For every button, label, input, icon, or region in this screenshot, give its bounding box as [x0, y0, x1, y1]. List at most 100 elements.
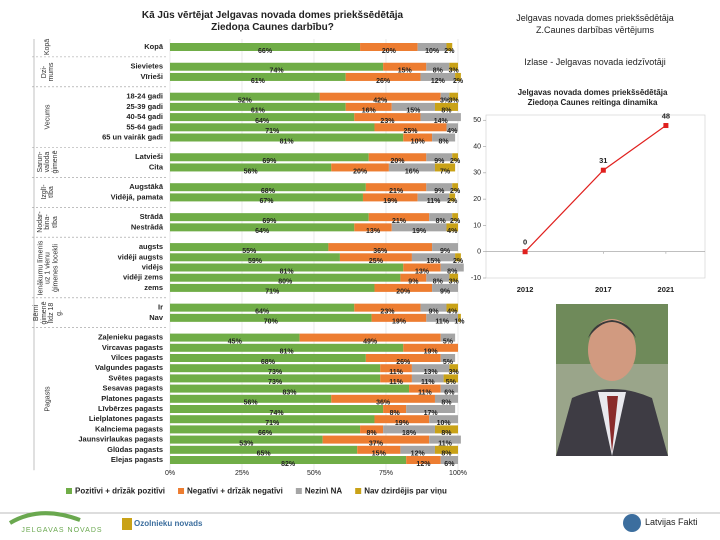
y-tick-label: 50	[473, 117, 481, 124]
bar-segment	[170, 163, 332, 172]
y-tick-label: 20	[473, 196, 481, 203]
data-label: 10%	[411, 138, 426, 145]
bar-segment	[434, 394, 458, 403]
bar-segment	[458, 313, 461, 322]
category-label: Augstākā	[129, 182, 164, 191]
category-label: Kalnciema pagasts	[95, 424, 163, 433]
bar-segment	[400, 445, 435, 454]
bar-segment	[400, 273, 427, 282]
data-label: 9%	[434, 188, 445, 195]
legend-swatch	[355, 488, 362, 494]
bar-segment	[170, 343, 404, 352]
bar-segment	[322, 435, 430, 444]
data-label: 20%	[396, 289, 411, 296]
y-tick-label: 0	[477, 249, 481, 256]
data-label: 6%	[444, 461, 455, 468]
data-label: 19%	[395, 420, 410, 427]
data-label: 26%	[376, 78, 391, 85]
bar-segment	[420, 72, 456, 81]
data-label: 8%	[441, 430, 452, 437]
bar-segment	[365, 354, 441, 362]
category-label: Elejas pagasts	[111, 455, 163, 464]
data-label: 82%	[281, 461, 296, 468]
bar-segment	[417, 43, 447, 51]
category-label: 55-64 gadi	[126, 122, 163, 131]
y-tick-label: -10	[471, 275, 481, 282]
bar-segment	[170, 62, 384, 71]
bar-segment	[449, 92, 458, 101]
bar-segment	[449, 62, 458, 71]
data-label: 8%	[436, 218, 447, 225]
bar-segment	[374, 123, 447, 132]
data-label: 23%	[380, 308, 395, 315]
data-label: 80%	[278, 279, 293, 286]
data-label: 59%	[248, 258, 263, 265]
point	[600, 167, 606, 173]
data-label: 1%	[454, 319, 465, 326]
bar-segment	[432, 283, 458, 292]
bar-segment	[339, 253, 412, 262]
bar-segment	[434, 445, 458, 454]
legend-swatch	[178, 488, 185, 494]
logo-text: JELGAVAS NOVADS	[21, 527, 103, 534]
bar-segment	[426, 273, 450, 282]
bar-segment	[446, 123, 458, 132]
data-label: 11%	[427, 198, 441, 205]
group-label: Izglī-tība	[40, 184, 55, 200]
group-label: Ienākumu līmenis uz 1 vienu ģimenes loce…	[36, 240, 59, 295]
category-label: Līvbērzes pagasts	[98, 404, 163, 413]
bar-segment	[391, 223, 447, 232]
header-title: Jelgavas novada domes priekšsēdētāja Z.C…	[516, 13, 674, 35]
data-label: 83%	[283, 389, 298, 396]
category-label: Vircavas pagasts	[102, 343, 163, 352]
point	[663, 123, 669, 129]
data-label: 61%	[251, 108, 266, 115]
bar-segment	[411, 374, 444, 383]
bar-segment	[432, 133, 456, 142]
data-label: 9%	[434, 158, 445, 165]
data-label: 74%	[270, 68, 285, 75]
bar-segment	[403, 133, 433, 142]
data-label: 71%	[265, 420, 280, 427]
data-label: 11%	[389, 369, 403, 376]
chart-title: Kā Jūs vērtējat Jelgavas novada domes pr…	[141, 10, 404, 33]
data-label: 71%	[265, 289, 280, 296]
bar-segment	[432, 243, 458, 252]
data-label: 4%	[447, 228, 458, 235]
data-label: 2%	[444, 48, 455, 55]
data-label: 52%	[238, 98, 253, 105]
group-label: Vecums	[44, 104, 52, 130]
data-label: 2%	[450, 218, 461, 225]
category-label: Strādā	[140, 212, 164, 221]
data-label: 70%	[264, 319, 279, 326]
bar-segment	[170, 364, 381, 373]
group-label: Kopā	[44, 38, 52, 56]
bar-segment	[170, 213, 369, 222]
data-label: 8%	[433, 279, 444, 286]
data-label: 6%	[444, 389, 455, 396]
bar-segment	[403, 263, 441, 272]
bar-segment	[429, 415, 458, 424]
data-label: 11%	[438, 440, 452, 447]
category-label: vidēji zems	[123, 273, 163, 282]
bar-segment	[170, 92, 320, 101]
data-label: 23%	[380, 118, 395, 125]
bar-segment	[411, 364, 450, 373]
data-label: 67%	[259, 198, 274, 205]
bar-segment	[170, 435, 323, 444]
bar-segment	[368, 153, 427, 162]
data-label: 25%	[403, 128, 418, 135]
bar-segment	[434, 425, 458, 434]
bar-segment	[170, 394, 332, 403]
line	[524, 125, 667, 253]
x-tick-label: 25%	[235, 470, 249, 477]
data-label: 2%	[450, 158, 461, 165]
bar-segment	[170, 243, 329, 252]
data-label: 9%	[440, 289, 451, 296]
data-label: 4%	[447, 308, 458, 315]
data-label: 13%	[424, 369, 439, 376]
bar-segment	[406, 456, 441, 464]
data-label: 12%	[416, 461, 431, 468]
bar-segment	[331, 394, 435, 403]
bar-segment	[362, 193, 418, 202]
